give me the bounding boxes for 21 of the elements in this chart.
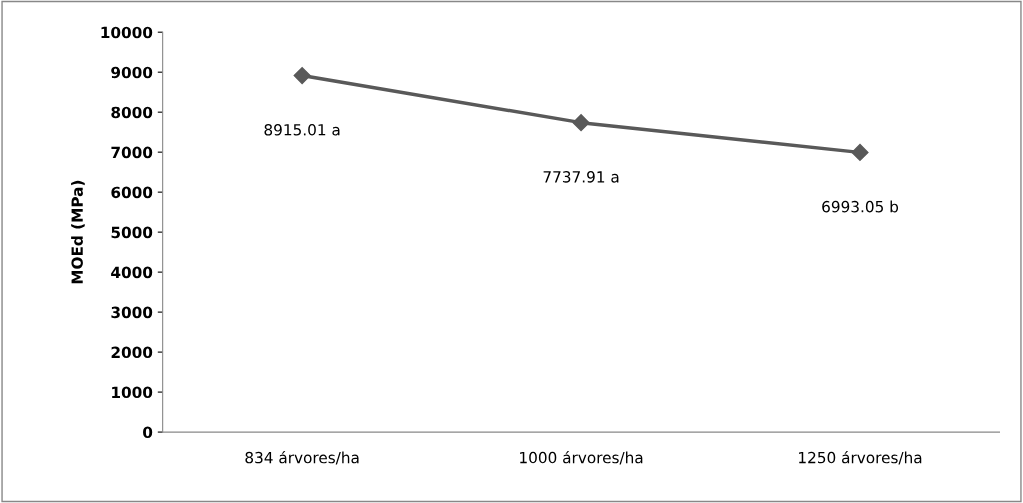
y-tick-label: 8000 [111, 106, 153, 119]
y-tick-label: 5000 [111, 226, 153, 239]
point [851, 143, 869, 161]
y-tick-label: 1000 [112, 386, 153, 399]
point [572, 114, 590, 132]
x-tick-label: 834 árvores/ha [245, 450, 359, 465]
data-label: 8915.01 a [264, 124, 340, 136]
x-tick-label: 1000 árvores/ha [520, 450, 643, 465]
y-tick-label: 0 [143, 426, 153, 439]
y-tick-label: 4000 [111, 266, 153, 279]
y-tick-label: 2000 [111, 346, 153, 359]
y-axis-title: MOEd (MPa) [71, 180, 85, 284]
y-tick-label: 9000 [111, 66, 153, 79]
y-tick-label: 3000 [111, 306, 153, 319]
data-label: 6993.05 b [822, 200, 899, 213]
y-tick-label: 10000 [101, 26, 153, 39]
y-tick-label: 7000 [111, 146, 153, 159]
point [293, 67, 311, 85]
y-tick-label: 6000 [111, 186, 153, 199]
data-label: 7737.91 a [543, 171, 619, 183]
x-tick-label: 1250 árvores/ha [799, 450, 922, 465]
